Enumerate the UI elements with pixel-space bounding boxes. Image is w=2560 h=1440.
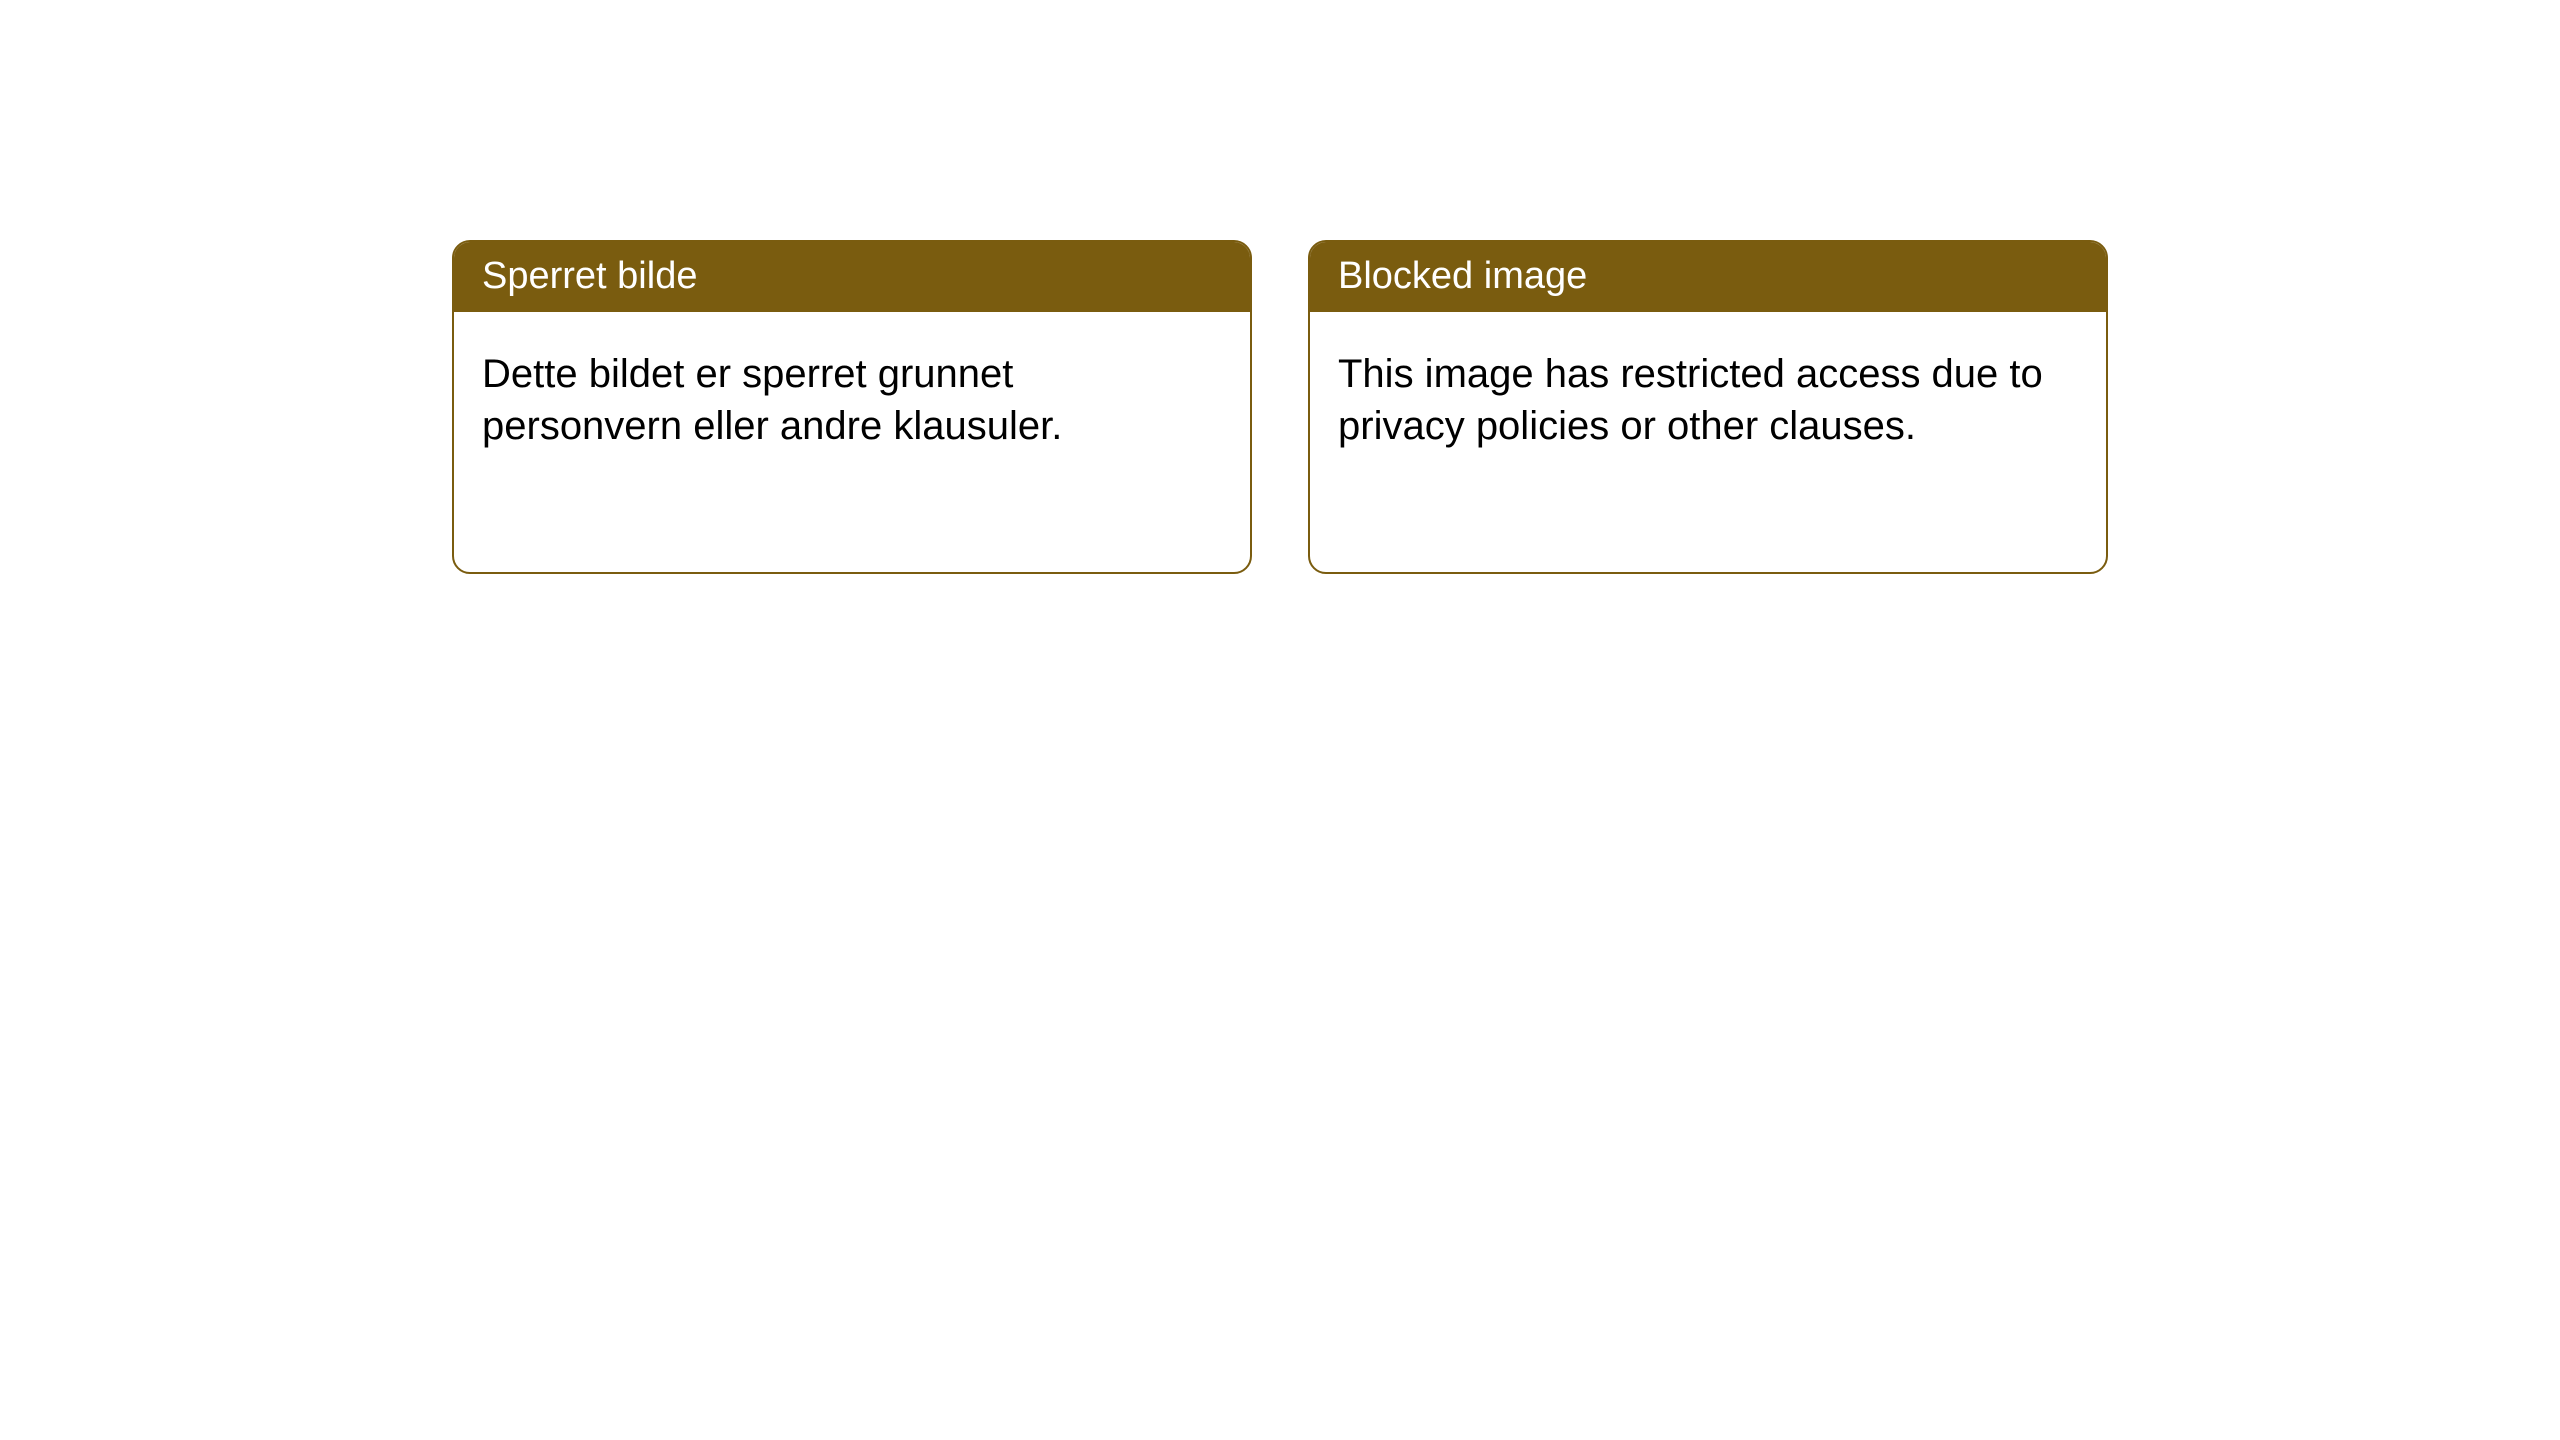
notice-container: Sperret bilde Dette bildet er sperret gr… <box>452 240 2108 574</box>
notice-header-english: Blocked image <box>1310 242 2106 312</box>
notice-body-english: This image has restricted access due to … <box>1310 312 2106 488</box>
notice-body-norwegian: Dette bildet er sperret grunnet personve… <box>454 312 1250 488</box>
notice-card-english: Blocked image This image has restricted … <box>1308 240 2108 574</box>
notice-header-norwegian: Sperret bilde <box>454 242 1250 312</box>
notice-card-norwegian: Sperret bilde Dette bildet er sperret gr… <box>452 240 1252 574</box>
